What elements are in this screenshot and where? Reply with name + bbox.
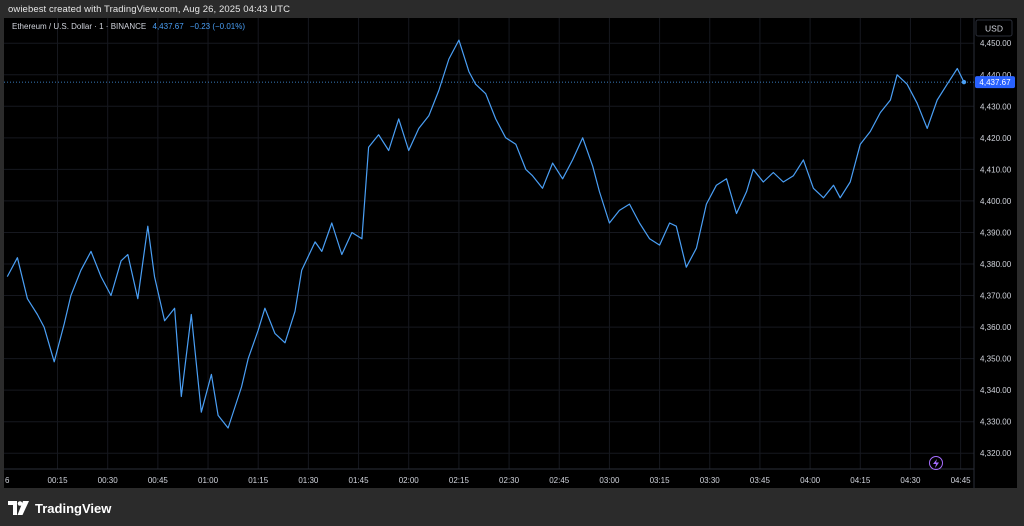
price-tick-label: 4,330.00 bbox=[980, 418, 1012, 427]
price-tick-label: 4,380.00 bbox=[980, 260, 1012, 269]
price-tick-label: 4,410.00 bbox=[980, 165, 1012, 174]
price-tick-label: 4,400.00 bbox=[980, 197, 1012, 206]
price-line bbox=[6, 39, 965, 429]
price-tick-label: 4,360.00 bbox=[980, 323, 1012, 332]
time-tick-label: 02:45 bbox=[549, 476, 570, 485]
tradingview-logo-icon bbox=[8, 501, 29, 515]
footer-bar: TradingView bbox=[0, 490, 1024, 526]
time-tick-label: 00:45 bbox=[148, 476, 169, 485]
time-tick-label: 04:00 bbox=[800, 476, 821, 485]
price-tick-label: 4,390.00 bbox=[980, 228, 1012, 237]
time-tick-label: 03:15 bbox=[650, 476, 671, 485]
lightning-glyph bbox=[933, 458, 939, 468]
price-tick-label: 4,340.00 bbox=[980, 386, 1012, 395]
last-price-label: 4,437.67 bbox=[979, 78, 1011, 87]
price-tick-label: 4,430.00 bbox=[980, 102, 1012, 111]
price-chart[interactable]: 4,320.00 4,330.00 4,340.00 4,350.00 4,360.00… bbox=[4, 18, 1017, 488]
symbol-legend[interactable]: Ethereum / U.S. Dollar · 1 · BINANCE 4,4… bbox=[12, 22, 245, 31]
time-tick-label: 01:00 bbox=[198, 476, 219, 485]
symbol-title: Ethereum / U.S. Dollar · 1 · BINANCE bbox=[12, 22, 147, 31]
currency-label[interactable]: USD bbox=[985, 24, 1003, 34]
currency-button[interactable]: USD bbox=[975, 19, 1013, 37]
tradingview-brand[interactable]: TradingView bbox=[8, 501, 111, 516]
legend-price: 4,437.67 bbox=[152, 22, 184, 31]
price-tick-label: 4,420.00 bbox=[980, 134, 1012, 143]
price-tick-label: 4,450.00 bbox=[980, 39, 1012, 48]
time-tick-label: 00:15 bbox=[48, 476, 69, 485]
price-tick-label: 4,320.00 bbox=[980, 449, 1012, 458]
time-tick-label: 02:15 bbox=[449, 476, 470, 485]
last-price-tag: 4,437.67 bbox=[975, 76, 1015, 89]
time-tick-label: 03:45 bbox=[750, 476, 771, 485]
lightning-icon[interactable] bbox=[929, 456, 943, 470]
time-tick-label: 03:30 bbox=[700, 476, 721, 485]
time-tick-label: 01:30 bbox=[298, 476, 319, 485]
price-tick-label: 4,370.00 bbox=[980, 292, 1012, 301]
time-tick-label: 04:15 bbox=[850, 476, 871, 485]
price-axis-labels: 4,320.00 4,330.00 4,340.00 4,350.00 4,360.00… bbox=[980, 39, 1012, 458]
brand-name: TradingView bbox=[35, 500, 112, 516]
time-tick-label: 02:30 bbox=[499, 476, 520, 485]
last-price-marker bbox=[961, 79, 967, 85]
time-tick-label: 02:00 bbox=[399, 476, 420, 485]
time-tick-label: 01:45 bbox=[349, 476, 370, 485]
time-tick-label: 00:30 bbox=[98, 476, 119, 485]
time-axis-labels: 00:15 00:30 00:45 01:00 01:15 01:30 01:45 02:00… bbox=[5, 476, 971, 485]
legend-change: −0.23 (−0.01%) bbox=[189, 22, 246, 31]
price-tick-label: 4,440.00 bbox=[980, 71, 1012, 80]
time-tick-label: 01:15 bbox=[248, 476, 269, 485]
time-tick-label: 04:45 bbox=[951, 476, 972, 485]
time-tick-label: 04:30 bbox=[900, 476, 921, 485]
price-tick-label: 4,350.00 bbox=[980, 355, 1012, 364]
chart-area[interactable]: 4,320.00 4,330.00 4,340.00 4,350.00 4,360.00… bbox=[4, 18, 1017, 488]
grid-lines bbox=[4, 18, 974, 469]
time-tick-label-partial: 6 bbox=[5, 476, 10, 485]
chart-caption: owiebest created with TradingView.com, A… bbox=[8, 4, 291, 15]
time-tick-label: 03:00 bbox=[599, 476, 620, 485]
